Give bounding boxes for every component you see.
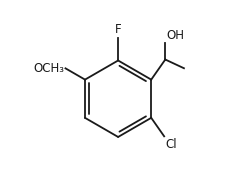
Text: Cl: Cl [165,138,177,151]
Text: F: F [115,23,122,36]
Text: OH: OH [166,29,184,42]
Text: OCH₃: OCH₃ [33,62,64,75]
